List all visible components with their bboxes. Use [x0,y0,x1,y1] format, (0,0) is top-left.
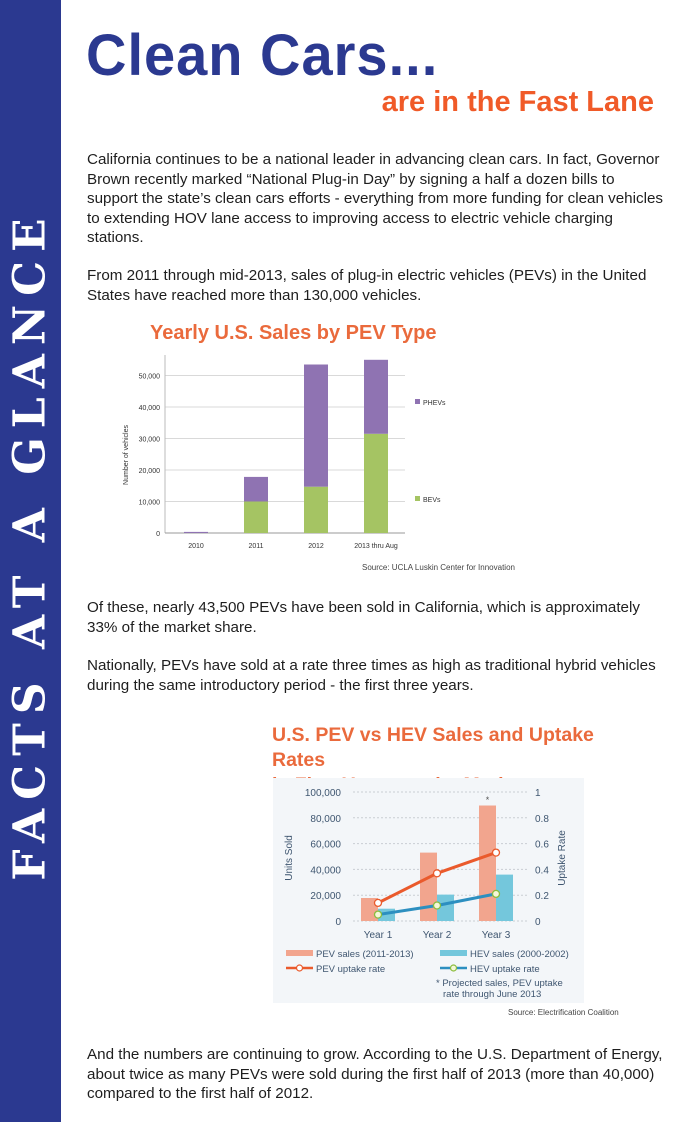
chart2-legend: PEV sales (2011-2013) HEV sales (2000-20… [286,949,569,1000]
chart1-ytick: 20,000 [139,468,161,475]
chart1-xtick: 2012 [308,543,324,550]
chart1-ytick: 10,000 [139,500,161,507]
legend-hev-rate: HEV uptake rate [470,964,540,975]
chart1-xtick: 2010 [188,543,204,550]
page-title: Clean Cars... [86,21,439,88]
chart1-ytick: 50,000 [139,374,161,381]
chart2-ytick-left: 100,000 [305,788,342,799]
chart2-ytick-right: 0.6 [535,840,549,851]
chart1-xtick: 2011 [248,543,263,550]
growth-paragraph: And the numbers are continuing to grow. … [87,1046,663,1102]
chart2-ytick-right: 0.8 [535,814,549,825]
chart2-ytick-left: 0 [335,917,341,928]
chart2-title-line1: U.S. PEV vs HEV Sales and Uptake Rates [272,724,594,771]
chart1-yearly-pev-sales: 0 10,000 20,000 30,000 40,000 50,000 Num… [123,355,446,550]
chart1-ylabel: Number of vehicles [123,425,130,485]
sidebar-label: FACTS AT A GLANCE [4,209,56,881]
legend-phevs: PHEVs [423,400,446,407]
legend-pev-sales: PEV sales (2011-2013) [316,949,414,960]
chart2-ytick-right: 1 [535,788,541,799]
projection-note-line1: * Projected sales, PEV uptake [436,978,563,989]
chart2-ylabel-left: Units Sold [284,835,295,881]
chart2-ytick-right: 0.2 [535,891,549,902]
legend-hev-sales: HEV sales (2000-2002) [470,949,569,960]
projection-note-line2: rate through June 2013 [443,989,541,1000]
chart2-pev-hev-sales: 100,000 80,000 60,000 40,000 20,000 0 1 … [284,788,569,1000]
sidebar-banner: FACTS AT A GLANCE [0,0,61,1122]
chart1-ytick: 0 [156,531,160,538]
page-subtitle: are in the Fast Lane [381,86,654,118]
california-paragraph: Of these, nearly 43,500 PEVs have been s… [87,599,640,636]
chart2-xtick: Year 3 [482,930,511,941]
chart2-lines [373,848,501,919]
chart2-ytick-left: 40,000 [310,865,341,876]
chart1-xtick: 2013 thru Aug [354,543,398,550]
chart1-ytick: 40,000 [139,405,161,412]
chart2-ytick-left: 80,000 [310,814,341,825]
chart1-bars [184,359,388,533]
chart2-ytick-left: 20,000 [310,891,341,902]
chart2-source: Source: Electrification Coalition [508,1008,619,1017]
chart2-ytick-right: 0.4 [535,865,549,876]
projected-star: * [486,795,490,805]
chart2-xtick: Year 1 [364,930,393,941]
chart2-xtick: Year 2 [423,930,452,941]
national-paragraph: Nationally, PEVs have sold at a rate thr… [87,657,656,694]
chart1-ytick: 30,000 [139,437,161,444]
chart2-ytick-left: 60,000 [310,840,341,851]
legend-bevs: BEVs [423,497,441,504]
sales-paragraph: From 2011 through mid-2013, sales of plu… [87,267,647,304]
intro-paragraph: California continues to be a national le… [87,151,664,246]
chart2-ytick-right: 0 [535,917,541,928]
chart1-source: Source: UCLA Luskin Center for Innovatio… [362,563,515,572]
chart2-bars [361,805,513,921]
chart1-legend: PHEVs BEVs [415,399,446,504]
chart1-title: Yearly U.S. Sales by PEV Type [150,322,437,344]
chart2-ylabel-right: Uptake Rate [557,830,568,886]
legend-pev-rate: PEV uptake rate [316,964,385,975]
